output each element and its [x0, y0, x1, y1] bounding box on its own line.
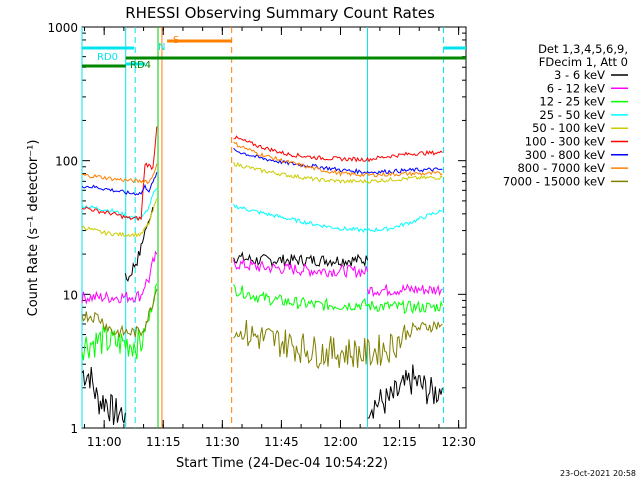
series-line — [367, 364, 443, 419]
series-line — [81, 288, 158, 338]
flag-label: N — [158, 42, 165, 53]
series-line — [81, 250, 158, 305]
chart-title: RHESSI Observing Summary Count Rates — [125, 4, 435, 22]
legend-entry-label: 50 - 100 keV — [532, 121, 605, 135]
flag-label: S — [173, 35, 179, 46]
legend-entry-label: 100 - 300 keV — [525, 135, 605, 149]
series-line — [233, 284, 368, 312]
series-line — [81, 198, 158, 238]
y-tick-label: 1000 — [47, 21, 78, 35]
legend-header: Det 1,3,4,5,6,9, FDecim 1, Att 0 — [538, 42, 628, 69]
series-line — [367, 283, 443, 298]
x-tick-label: 12:30 — [441, 435, 476, 449]
legend-entry-label: 6 - 12 keV — [547, 81, 605, 95]
series-line — [367, 299, 443, 315]
legend-header-line: FDecim 1, Att 0 — [539, 55, 628, 69]
legend-entry-label: 25 - 50 keV — [539, 108, 605, 122]
series-line — [81, 126, 158, 222]
series-line — [124, 206, 154, 283]
series-line — [233, 319, 443, 370]
x-tick-label: 11:00 — [87, 435, 122, 449]
legend-header-line: Det 1,3,4,5,6,9, — [538, 42, 628, 56]
footer-date: 23-Oct-2021 20:58 — [560, 469, 636, 478]
y-tick-label: 100 — [55, 155, 78, 169]
y-tick-label: 1 — [70, 422, 78, 436]
series-line — [81, 163, 158, 185]
legend-entry-label: 12 - 25 keV — [539, 95, 605, 109]
series-line — [233, 251, 368, 268]
series-line — [233, 258, 368, 279]
series-line — [233, 147, 443, 175]
y-axis-label: Count Rate (s⁻¹ detector⁻¹) — [26, 140, 41, 317]
x-tick-label: 12:15 — [382, 435, 417, 449]
plot-area: 1 10 100 1000 11:00 11:15 11:30 11:45 12:00 12:15… — [47, 21, 475, 449]
flag-label: RD4 — [130, 60, 151, 71]
legend-entry-label: 800 - 7000 keV — [517, 161, 605, 175]
x-axis-label: Start Time (24-Dec-04 10:54:22) — [176, 456, 388, 471]
y-tick-label: 10 — [63, 288, 78, 302]
legend-entry-label: 3 - 6 keV — [554, 68, 605, 82]
series-line — [81, 283, 158, 361]
series-line — [233, 161, 443, 184]
x-tick-label: 11:30 — [205, 435, 240, 449]
legend-entry-label: 300 - 800 keV — [525, 148, 605, 162]
legend-entry-label: 7000 - 15000 keV — [503, 174, 605, 188]
series-line — [233, 135, 443, 163]
x-tick-label: 11:45 — [264, 435, 299, 449]
x-tick-label: 12:00 — [323, 435, 358, 449]
series-line — [81, 366, 126, 425]
series-line — [233, 203, 443, 234]
x-tick-label: 11:15 — [146, 435, 181, 449]
series-line — [233, 141, 443, 178]
flag-label: RD0 — [97, 52, 118, 63]
series-line — [81, 172, 158, 196]
